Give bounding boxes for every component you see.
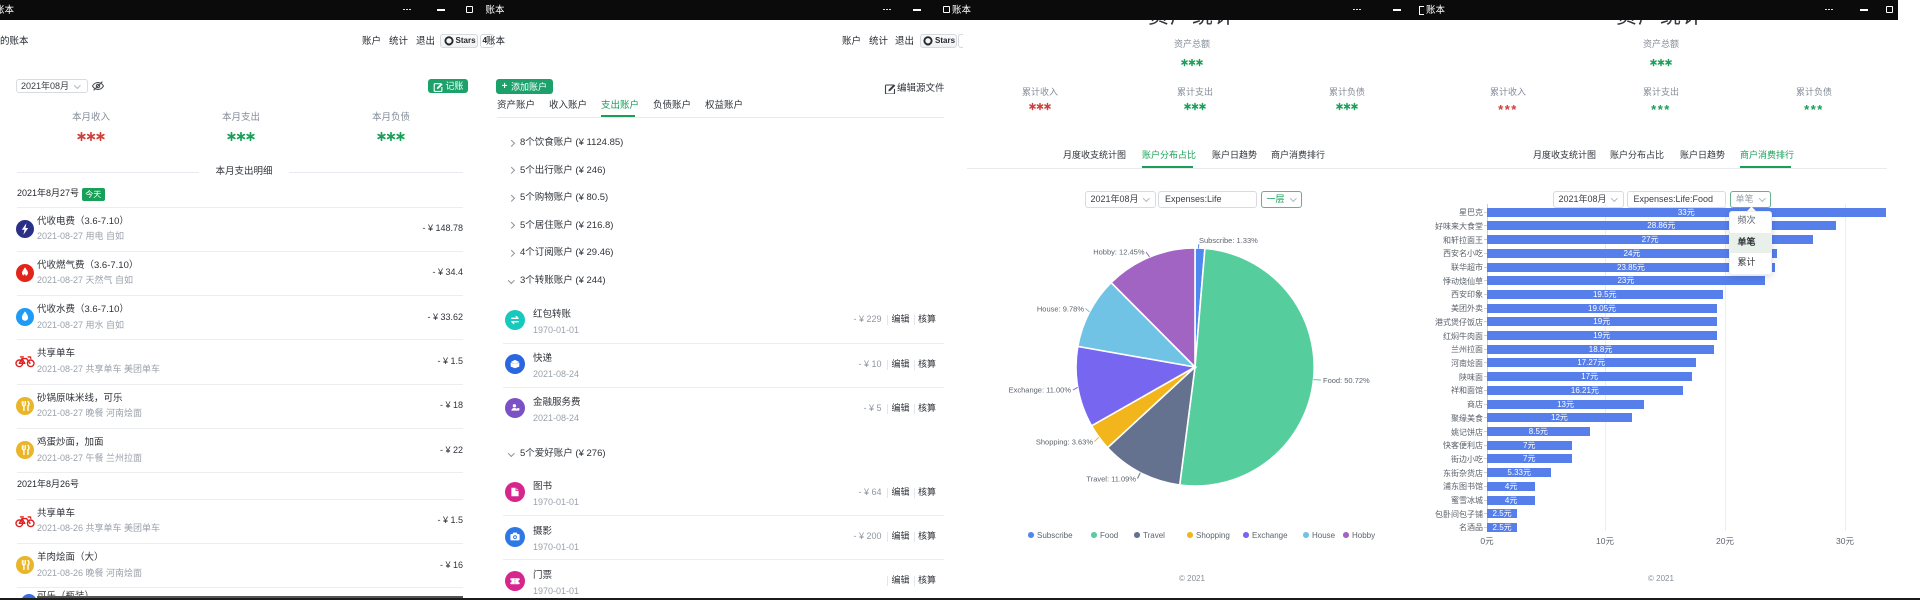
svg-text:Travel: 11.09%: Travel: 11.09% — [1086, 475, 1136, 484]
svg-text:Subscribe: 1.33%: Subscribe: 1.33% — [1199, 236, 1258, 245]
svg-text:Hobby: 12.45%: Hobby: 12.45% — [1093, 248, 1145, 257]
svg-text:House: 9.78%: House: 9.78% — [1037, 305, 1084, 314]
svg-text:Exchange: 11.00%: Exchange: 11.00% — [1009, 386, 1072, 395]
svg-text:Shopping: 3.63%: Shopping: 3.63% — [1036, 438, 1093, 447]
svg-text:Food: 50.72%: Food: 50.72% — [1323, 376, 1370, 385]
